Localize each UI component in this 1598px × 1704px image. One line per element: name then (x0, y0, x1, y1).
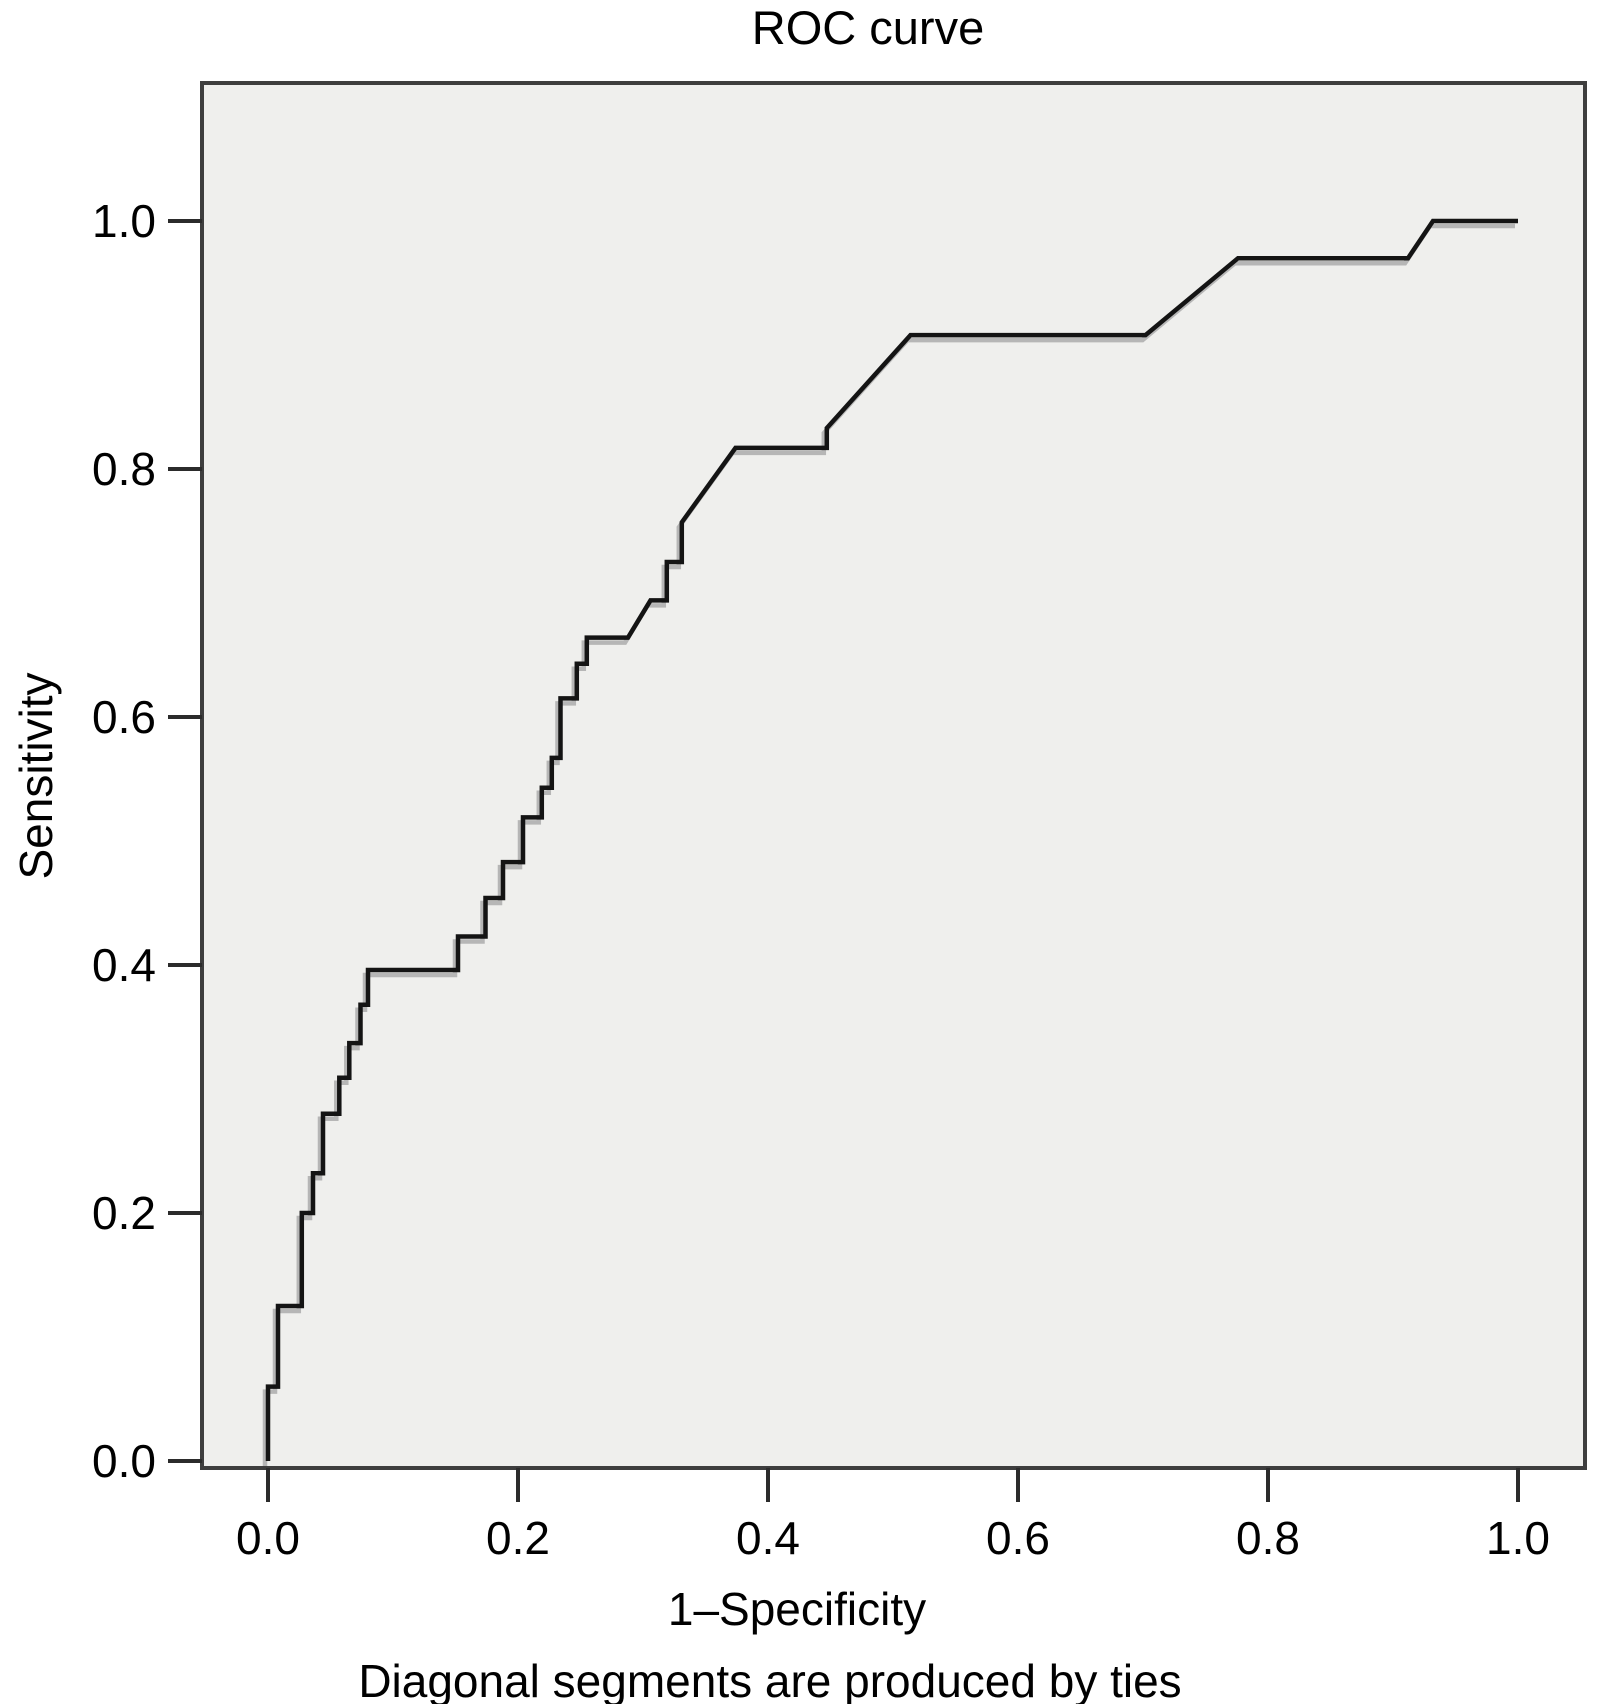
x-tick-label: 0.0 (236, 1512, 300, 1564)
x-tick-label: 0.8 (1236, 1512, 1300, 1564)
y-axis-label: Sensitivity (10, 672, 62, 879)
x-tick-label: 0.4 (736, 1512, 800, 1564)
plot-area (200, 81, 1587, 1470)
x-tick-label: 0.6 (986, 1512, 1050, 1564)
y-tick-label: 0.8 (92, 443, 156, 495)
y-axis-tick-labels: 0.0 0.2 0.4 0.6 0.8 1.0 (92, 195, 156, 1487)
x-axis-label: 1–Specificity (668, 1583, 926, 1635)
y-tick-label: 0.6 (92, 691, 156, 743)
x-axis-tick-labels: 0.0 0.2 0.4 0.6 0.8 1.0 (236, 1512, 1550, 1564)
chart-title: ROC curve (752, 1, 984, 54)
x-tick-label: 1.0 (1486, 1512, 1550, 1564)
y-tick-label: 1.0 (92, 195, 156, 247)
roc-curve (265, 218, 1518, 1461)
chart-caption: Diagonal segments are produced by ties (358, 1655, 1181, 1704)
y-tick-label: 0.2 (92, 1187, 156, 1239)
x-tick-label: 0.2 (486, 1512, 550, 1564)
x-axis-ticks (266, 1468, 1520, 1502)
y-tick-label: 0.0 (92, 1435, 156, 1487)
y-axis-ticks (168, 219, 202, 1463)
y-tick-label: 0.4 (92, 939, 156, 991)
